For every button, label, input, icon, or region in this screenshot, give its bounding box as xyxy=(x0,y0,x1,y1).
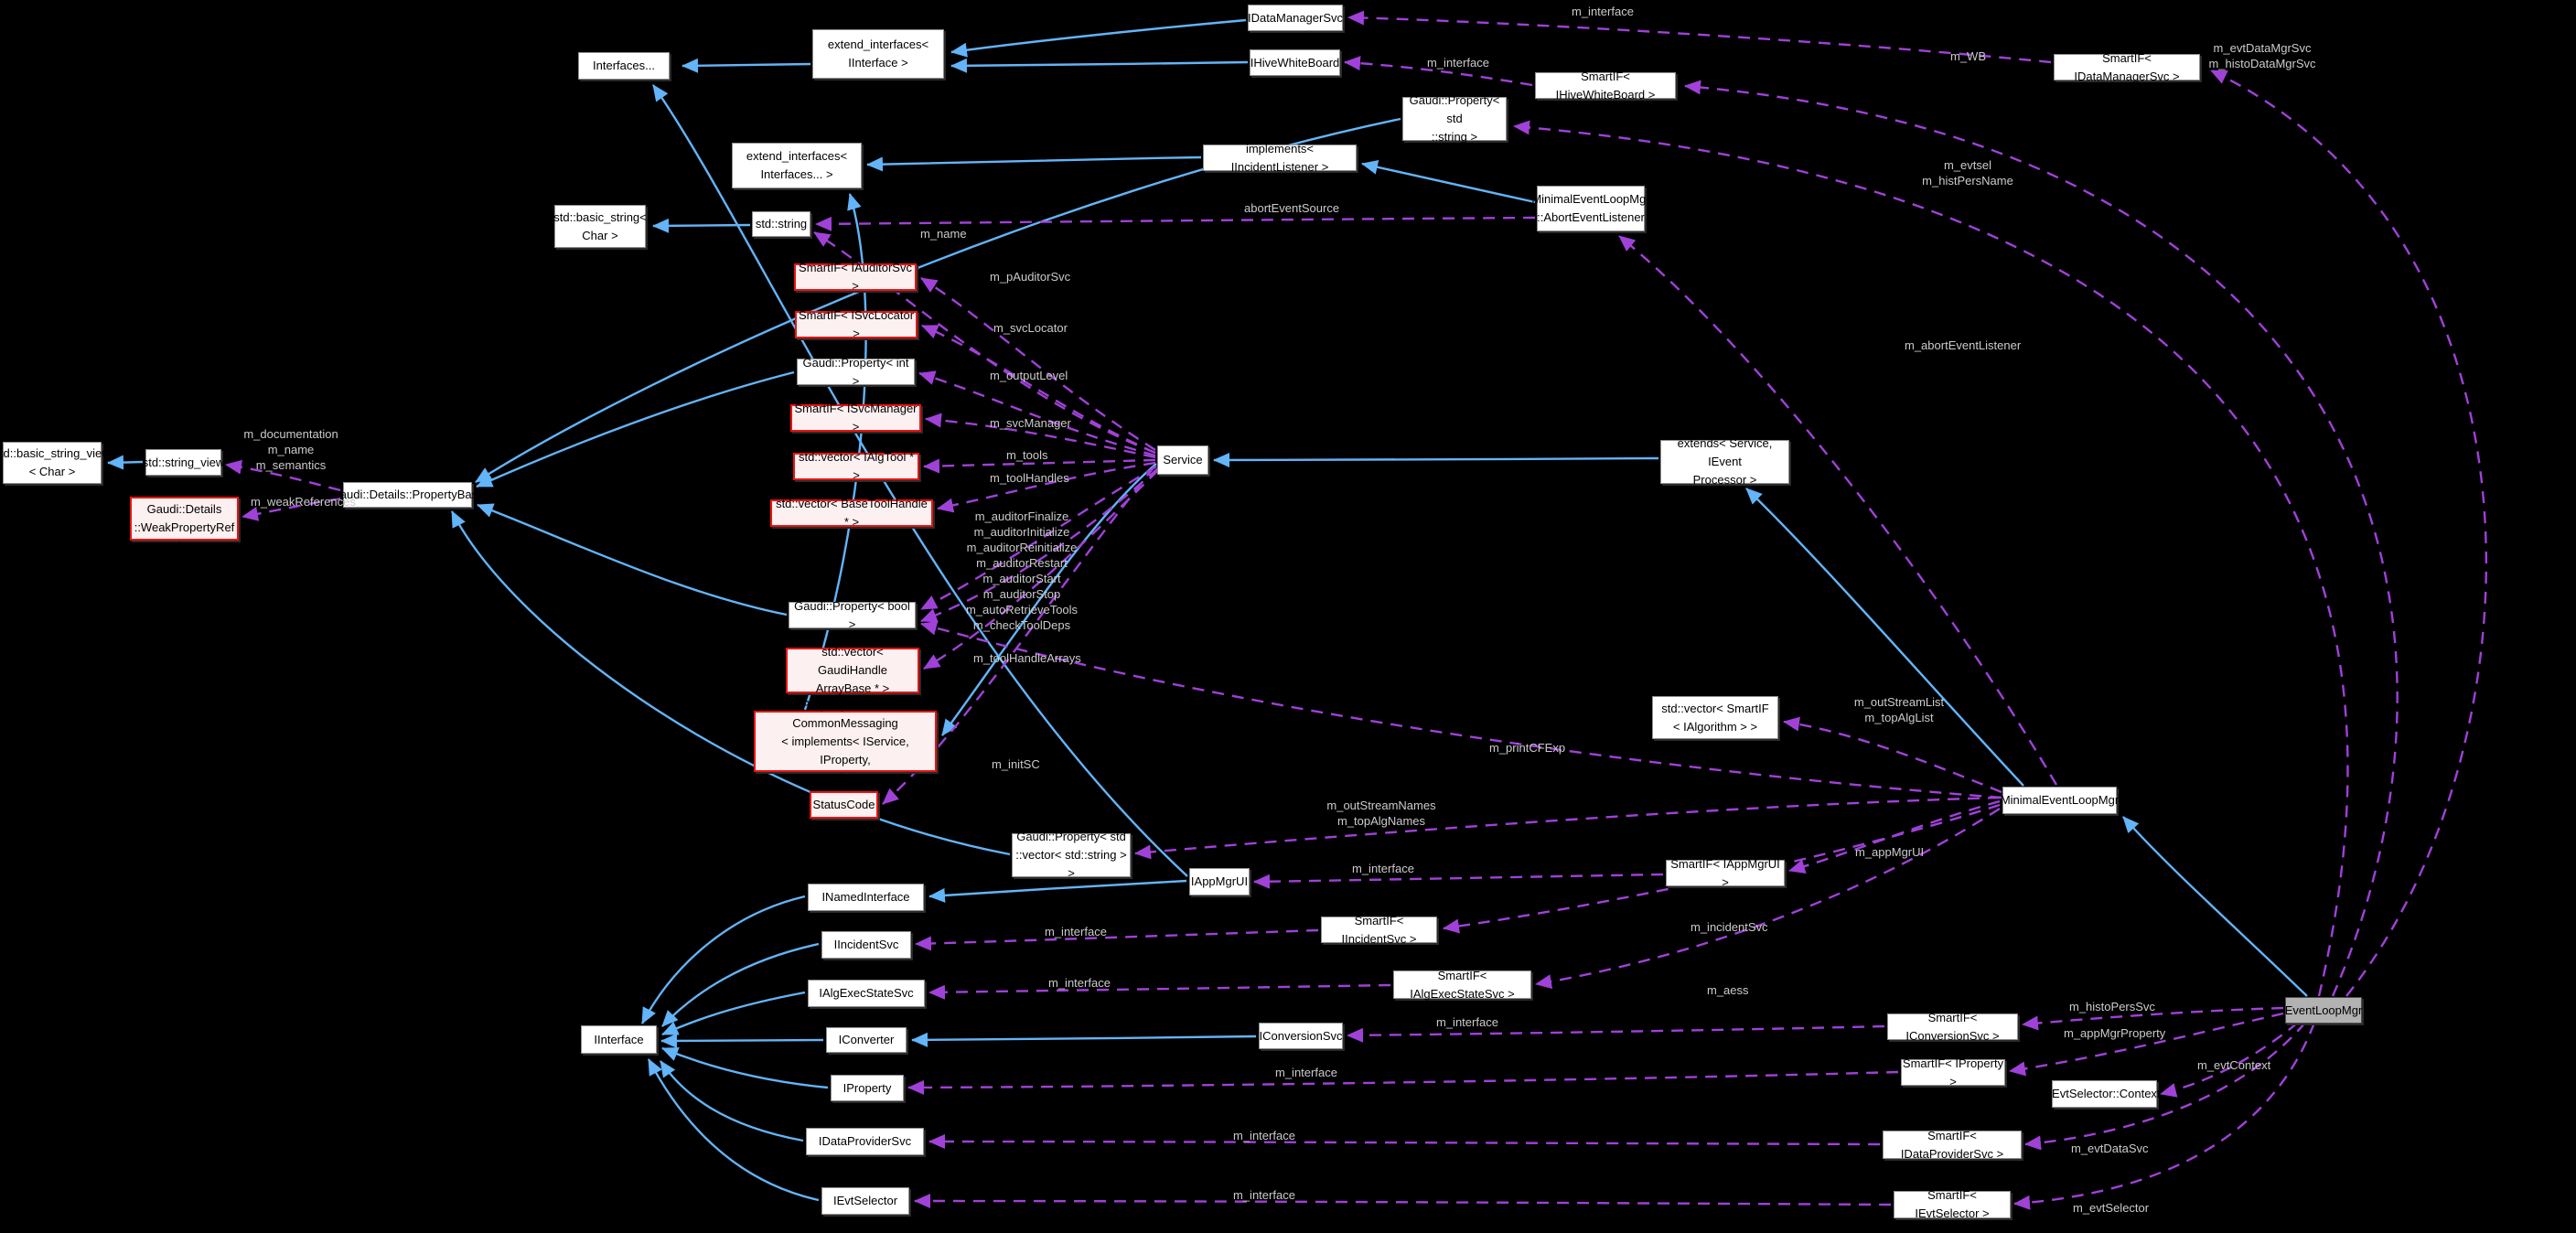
edge-label-m-evtdatamgrsvc: m_evtDataMgrSvc m_histoDataMgrSvc xyxy=(2208,41,2316,70)
node-iinterface[interactable]: IInterface xyxy=(581,1025,657,1054)
node-ialgexecstatesvc[interactable]: IAlgExecStateSvc xyxy=(808,980,925,1007)
node-smartif-isvclocator[interactable]: SmartIF< ISvcLocator > xyxy=(795,308,918,340)
node-propertyholder[interactable]: PropertyHolder< CommonMessaging < implem… xyxy=(754,698,937,785)
node-smartif-ihivewhiteboard[interactable]: SmartIF< IHiveWhiteBoard > xyxy=(1535,70,1676,102)
edge-label-m-appmgrui: m_appMgrUI xyxy=(1855,845,1925,859)
node-std-string-view[interactable]: std::string_view xyxy=(143,449,224,476)
node-smartif-iproperty[interactable]: SmartIF< IProperty > xyxy=(1901,1056,2005,1088)
node-extend-interfaces-interfaces[interactable]: extend_interfaces< Interfaces... > xyxy=(732,143,862,188)
node-std-vector-smartif-ialgorithm[interactable]: std::vector< SmartIF < IAlgorithm > > xyxy=(1652,696,1778,739)
edge-label-m-interface-dataprovider: m_interface xyxy=(1233,1129,1295,1142)
node-smartif-ialgexecstatesvc[interactable]: SmartIF< IAlgExecStateSvc > xyxy=(1393,969,1531,1001)
edge-label-m-outstreamnames: m_outStreamNames m_topAlgNames xyxy=(1326,799,1436,828)
edge-label-m-svclocator: m_svcLocator xyxy=(993,321,1068,335)
node-iconverter[interactable]: IConverter xyxy=(826,1027,907,1053)
node-smartif-idatamanagersvc[interactable]: SmartIF< IDataManagerSvc > xyxy=(2054,51,2200,83)
edge-label-m-incidentsvc: m_incidentSvc xyxy=(1690,920,1768,934)
edge-label-m-svcmanager: m_svcManager xyxy=(990,416,1071,430)
edge-label-m-interface-incidentsvc: m_interface xyxy=(1045,925,1107,938)
edge-label-m-auditor-block: m_auditorFinalize m_auditorInitialize m_… xyxy=(965,509,1079,632)
edge-label-m-printcfexp: m_printCFExp xyxy=(1489,741,1566,755)
edge-label-m-outstreamlist: m_outStreamList m_topAlgList xyxy=(1853,695,1945,724)
edge-label-m-aborteventlistener: m_abortEventListener xyxy=(1905,338,2022,352)
node-gaudi-property-int[interactable]: Gaudi::Property< int > xyxy=(797,356,915,388)
edge-label-m-interface-appmgrui: m_interface xyxy=(1352,862,1414,875)
node-smartif-iincidentsvc[interactable]: SmartIF< IIncidentSvc > xyxy=(1321,914,1437,946)
edge-label-aborteventsource: abortEventSource xyxy=(1244,201,1340,215)
node-std-vector-gaudihandlearraybase[interactable]: std::vector< GaudiHandle ArrayBase * > xyxy=(786,645,919,695)
node-smartif-iauditorsvc[interactable]: SmartIF< IAuditorSvc > xyxy=(794,261,917,293)
edge-label-m-pauditorsvc: m_pAuditorSvc xyxy=(990,270,1071,284)
edge-label-m-initsc: m_initSC xyxy=(992,757,1040,771)
edge-label-m-interface-hivewhiteboard: m_interface xyxy=(1427,56,1489,70)
edge-label-m-interface-evtselector: m_interface xyxy=(1233,1188,1295,1202)
node-iconversionsvc[interactable]: IConversionSvc xyxy=(1259,1023,1343,1049)
node-ievtselector[interactable]: IEvtSelector xyxy=(821,1187,909,1215)
edge-label-m-interface-property: m_interface xyxy=(1275,1066,1337,1079)
node-gaudi-property-std-vector-string[interactable]: Gaudi::Property< std ::vector< std::stri… xyxy=(1012,830,1131,880)
node-std-vector-ialgtool[interactable]: std::vector< IAlgTool * > xyxy=(793,450,919,482)
node-extend-interfaces-iinterface[interactable]: extend_interfaces< IInterface > xyxy=(812,29,944,79)
node-std-set-weakpropertyref[interactable]: std::set< Gaudi::Details ::WeakPropertyR… xyxy=(130,484,239,552)
node-iproperty[interactable]: IProperty xyxy=(831,1075,904,1101)
edge-label-m-interface-conversion: m_interface xyxy=(1436,1015,1498,1029)
node-ievtselector-context[interactable]: IEvtSelector::Context xyxy=(2048,1080,2161,1108)
node-smartif-iconversionsvc[interactable]: SmartIF< IConversionSvc > xyxy=(1887,1011,2018,1043)
node-inamedinterface[interactable]: INamedInterface xyxy=(808,884,924,911)
node-idataprovidersvc[interactable]: IDataProviderSvc xyxy=(806,1128,924,1155)
node-extends-service-ieventprocessor[interactable]: extends< Service, IEvent Processor > xyxy=(1660,436,1789,487)
node-iincidentsvc[interactable]: IIncidentSvc xyxy=(821,931,911,959)
edge-label-m-tools: m_tools xyxy=(1006,448,1048,462)
edge-label-m-evtsel: m_evtsel m_histPersName xyxy=(1922,158,2013,188)
usage-edges xyxy=(225,10,2487,1210)
node-smartif-isvcmanager[interactable]: SmartIF< ISvcManager > xyxy=(790,402,921,434)
node-smartif-ievtselector[interactable]: SmartIF< IEvtSelector > xyxy=(1894,1188,2011,1220)
edge-label-m-documentation: m_documentation m_name m_semantics xyxy=(243,427,338,472)
edge-label-m-wb: m_WB xyxy=(1950,49,1986,63)
edge-label-m-weakreferences: m_weakReferences xyxy=(251,495,356,509)
node-ihivewhiteboard[interactable]: IHiveWhiteBoard xyxy=(1250,49,1340,76)
node-std-basic-string-view[interactable]: std::basic_string_view < Char > xyxy=(0,442,111,484)
edge-label-m-evtdatasvc: m_evtDataSvc xyxy=(2071,1142,2149,1155)
node-statuscode[interactable]: StatusCode xyxy=(810,791,878,819)
node-eventloopmgr: EventLoopMgr xyxy=(2285,997,2362,1024)
node-smartif-iappmgrui[interactable]: SmartIF< IAppMgrUI > xyxy=(1666,857,1785,889)
node-smartif-idataprovidersvc[interactable]: SmartIF< IDataProviderSvc > xyxy=(1883,1129,2022,1161)
node-std-basic-string[interactable]: std::basic_string< Char > xyxy=(553,205,647,248)
edge-label-m-interface-datamanager: m_interface xyxy=(1572,5,1634,18)
node-gaudi-property-std-string[interactable]: Gaudi::Property< std ::string > xyxy=(1402,93,1507,144)
edge-label-m-histopersvc: m_histoPersSvc xyxy=(2069,1000,2155,1013)
node-std-vector-basetoolhandle[interactable]: std::vector< BaseToolHandle * > xyxy=(770,497,933,529)
node-gaudi-property-bool[interactable]: Gaudi::Property< bool > xyxy=(789,599,916,631)
edge-label-m-name: m_name xyxy=(920,227,967,241)
edge-label-m-aess: m_aess xyxy=(1707,983,1749,997)
edge-label-m-evtselector: m_evtSelector xyxy=(2073,1201,2150,1215)
edge-label-m-toolhandles: m_toolHandles xyxy=(990,471,1069,485)
node-gaudi-details-propertybase[interactable]: Gaudi::Details::PropertyBase xyxy=(331,482,484,508)
node-interfaces-ellipsis[interactable]: Interfaces... xyxy=(578,52,670,80)
node-idatamanagersvc[interactable]: IDataManagerSvc xyxy=(1248,5,1343,31)
edge-label-m-evtcontext: m_evtContext xyxy=(2197,1058,2271,1072)
node-iappmgrui[interactable]: IAppMgrUI xyxy=(1189,868,1250,895)
node-std-string[interactable]: std::string xyxy=(752,211,810,237)
edge-label-m-interface-algexec: m_interface xyxy=(1048,976,1111,990)
edge-label-m-toolhandlearrays: m_toolHandleArrays xyxy=(973,651,1081,665)
node-minimaleventloopmgr[interactable]: MinimalEventLoopMgr xyxy=(2001,787,2119,814)
edge-label-m-appmgrproperty: m_appMgrProperty xyxy=(2064,1026,2166,1040)
node-implements-iincidentlistener[interactable]: implements< IIncidentListener > xyxy=(1203,142,1357,174)
edge-label-m-outputlevel: m_outputLevel xyxy=(990,369,1068,382)
node-minimaleventloopmgr-aborteventlistener[interactable]: MinimalEventLoopMgr ::AbortEventListener xyxy=(1531,186,1650,231)
node-service[interactable]: Service xyxy=(1157,445,1208,475)
